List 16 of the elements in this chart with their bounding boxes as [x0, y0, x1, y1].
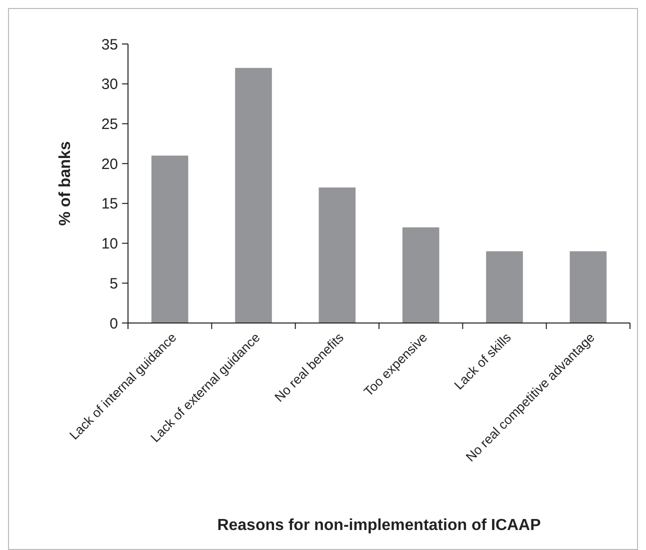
y-tick-label: 20	[101, 156, 118, 173]
bar	[151, 156, 188, 323]
bar	[318, 187, 356, 323]
y-tick-label: 35	[101, 36, 118, 54]
bar	[402, 227, 440, 323]
y-tick-label: 25	[101, 116, 118, 133]
bar	[486, 251, 523, 323]
y-tick-label: 5	[110, 275, 118, 292]
y-tick-label: 10	[101, 236, 118, 253]
x-axis-title: Reasons for non-implementation of ICAAP	[217, 517, 542, 534]
y-tick-label: 30	[101, 76, 118, 94]
bar	[235, 68, 272, 323]
y-tick-label: 15	[101, 196, 118, 213]
y-axis-title: % of banks	[57, 141, 74, 226]
bar	[570, 251, 607, 323]
y-tick-label: 0	[110, 315, 118, 332]
